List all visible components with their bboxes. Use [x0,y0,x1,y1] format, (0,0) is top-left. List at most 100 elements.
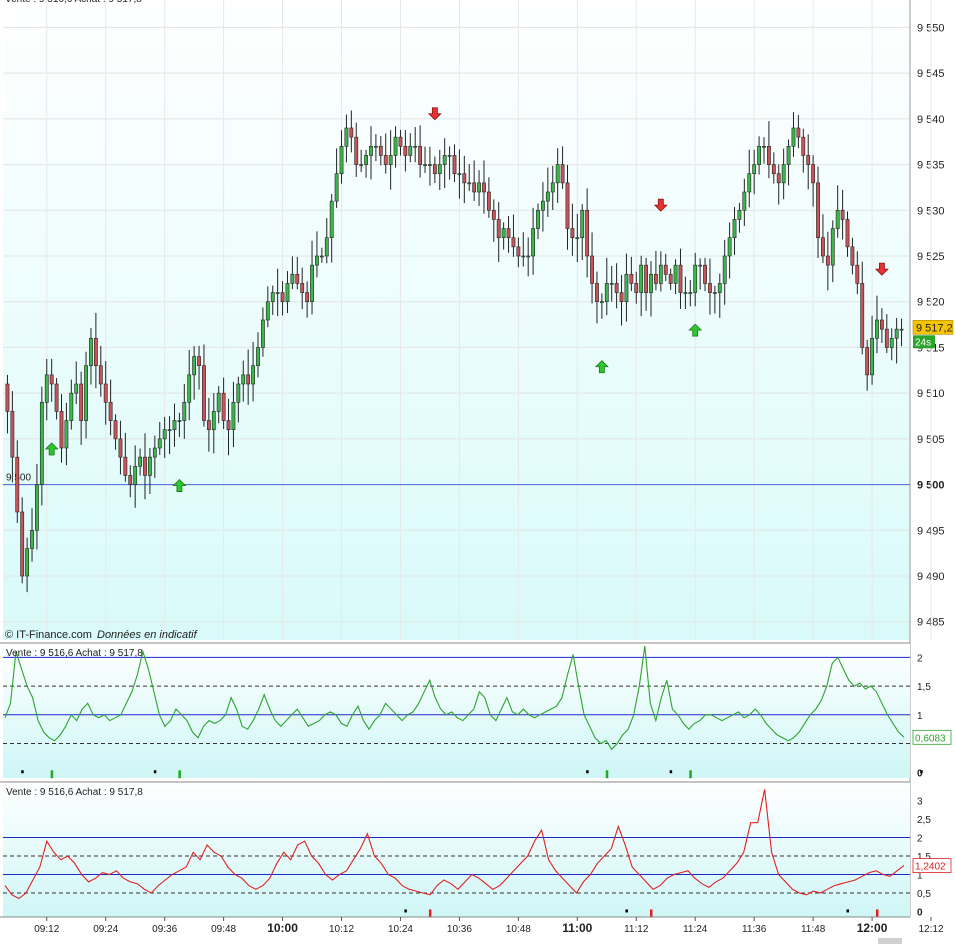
candle-body [791,127,796,147]
candle-body [821,237,825,257]
candle-body [889,337,894,348]
countdown-label: 24s [915,337,931,348]
candle-body [442,155,447,165]
candle-body [236,383,241,403]
indicator-marker [689,770,692,779]
candle-body [354,136,359,165]
time-tick-label: 11:24 [683,924,708,935]
candle-body [359,164,364,166]
candle-body [816,182,820,239]
candle-body [875,319,879,339]
candle-body [757,145,761,165]
candle-body [256,347,260,367]
indicator-last-value-box [912,729,952,745]
top-header-text: Vente : 9 516,6 Achat : 9 517,8 [5,0,142,5]
indicator-y-tick: 1,5 [917,682,931,693]
candle-body [216,392,221,412]
countdown-box [913,335,935,349]
candle-body [614,283,619,293]
candle-body [157,438,162,449]
candle-body [74,383,79,394]
indicator-y-tick: 0,5 [917,889,931,900]
candle-body [708,283,712,293]
candle-body [383,155,388,165]
candle-body [457,173,462,176]
candle-body [15,456,20,513]
candle-body [590,255,594,284]
candle-body [801,136,806,156]
candle-body [663,264,668,275]
candle-body [423,164,427,166]
indicator-1-bg [3,643,910,778]
indicator-marker [178,770,181,779]
candle-body [472,182,477,193]
candle-body [108,401,113,421]
time-tick-label: 11:36 [742,924,767,935]
candle-body [339,145,344,175]
candle-body [270,292,275,303]
candle-body [138,456,142,467]
candle-body [25,548,30,577]
candle-body [44,374,49,403]
candle-body [275,292,280,294]
candle-body [20,511,25,577]
time-tick-label: 11:00 [562,921,592,935]
data-note: Données en indicatif [97,629,198,641]
indicator-marker [605,770,609,779]
indicator-y-tick: 1 [917,870,923,881]
candle-body [865,347,870,376]
time-tick-label: 12:00 [857,921,888,935]
candle-body [123,456,128,476]
candle-body [388,155,393,165]
indicator-marker [586,770,589,774]
candle-body [477,182,481,193]
time-tick-label: 12:12 [919,924,944,935]
candle-body [206,420,211,431]
candle-body [349,127,354,138]
candle-body [649,273,653,293]
candle-body [408,145,413,156]
candle-body [604,283,609,303]
sell-arrow-icon [653,198,668,212]
candle-body [290,273,295,284]
time-tick-label: 10:36 [447,924,472,935]
indicator-marker [625,909,628,913]
candle-body [732,219,737,239]
candle-body [84,365,88,421]
candle-body [162,429,167,440]
candle-body [767,145,771,165]
candle-body [776,173,781,184]
candle-body [830,228,835,266]
candle-body [506,228,511,239]
candle-body [89,337,93,367]
time-tick-label: 10:00 [267,921,298,935]
candle-body [447,155,452,157]
candle-body [570,228,575,239]
candle-body [624,273,629,303]
candle-body [428,164,432,166]
time-axis-bg [0,917,955,944]
candle-body [265,301,270,321]
indicator-marker [846,909,850,913]
candle-body [113,420,118,440]
candle-body [811,164,816,184]
candle-body [786,145,791,165]
candle-body [133,465,138,485]
sell-arrow-icon [874,262,889,276]
candle-body [747,173,752,193]
time-tick-label: 09:36 [152,924,177,935]
candle-body [30,529,34,549]
scrollbar-thumb[interactable] [878,938,902,944]
candle-body [717,283,722,293]
candle-body [202,365,206,421]
candle-body [496,219,501,239]
candle-body [825,255,830,266]
candle-body [806,155,811,165]
candle-body [541,200,545,211]
candle-body [69,392,74,421]
candle-body [850,246,855,266]
candle-body [39,401,44,485]
candle-body [560,164,565,184]
candle-body [64,420,69,449]
